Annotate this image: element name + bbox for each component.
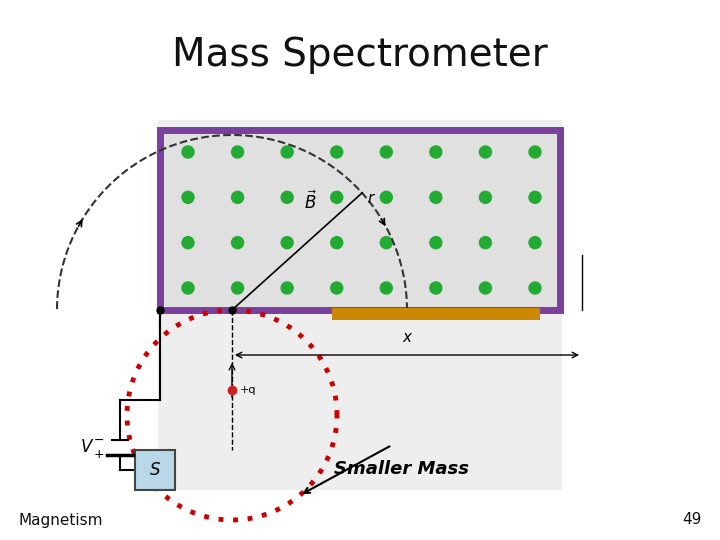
- Circle shape: [480, 237, 492, 248]
- Circle shape: [330, 191, 343, 204]
- Text: r: r: [367, 191, 373, 206]
- Circle shape: [430, 146, 442, 158]
- Circle shape: [281, 146, 293, 158]
- Circle shape: [182, 282, 194, 294]
- Bar: [160, 130, 560, 310]
- Circle shape: [480, 191, 492, 204]
- Circle shape: [182, 237, 194, 248]
- Circle shape: [529, 146, 541, 158]
- Circle shape: [281, 237, 293, 248]
- Circle shape: [182, 146, 194, 158]
- Circle shape: [380, 237, 392, 248]
- Circle shape: [232, 146, 243, 158]
- Circle shape: [330, 237, 343, 248]
- Circle shape: [529, 282, 541, 294]
- Text: $\vec{B}$: $\vec{B}$: [304, 190, 318, 213]
- Circle shape: [480, 146, 492, 158]
- Circle shape: [430, 237, 442, 248]
- Circle shape: [330, 282, 343, 294]
- Circle shape: [380, 282, 392, 294]
- Bar: [332, 308, 540, 320]
- Circle shape: [529, 237, 541, 248]
- Text: +q: +q: [240, 385, 256, 395]
- Text: −: −: [94, 434, 104, 447]
- Circle shape: [480, 282, 492, 294]
- Circle shape: [330, 146, 343, 158]
- Circle shape: [281, 282, 293, 294]
- Text: 49: 49: [683, 512, 702, 528]
- Text: V: V: [81, 438, 92, 456]
- Text: S: S: [150, 461, 161, 479]
- Circle shape: [281, 191, 293, 204]
- Circle shape: [380, 146, 392, 158]
- Circle shape: [232, 191, 243, 204]
- Circle shape: [182, 191, 194, 204]
- Circle shape: [430, 282, 442, 294]
- Text: Mass Spectrometer: Mass Spectrometer: [172, 36, 548, 74]
- Circle shape: [430, 191, 442, 204]
- Text: Smaller Mass: Smaller Mass: [335, 460, 469, 478]
- Text: x: x: [402, 330, 412, 345]
- Circle shape: [380, 191, 392, 204]
- Text: +: +: [94, 449, 104, 462]
- Bar: [135, 450, 175, 490]
- Bar: [158, 120, 562, 490]
- Circle shape: [232, 237, 243, 248]
- Circle shape: [529, 191, 541, 204]
- Text: Magnetism: Magnetism: [18, 512, 102, 528]
- Circle shape: [232, 282, 243, 294]
